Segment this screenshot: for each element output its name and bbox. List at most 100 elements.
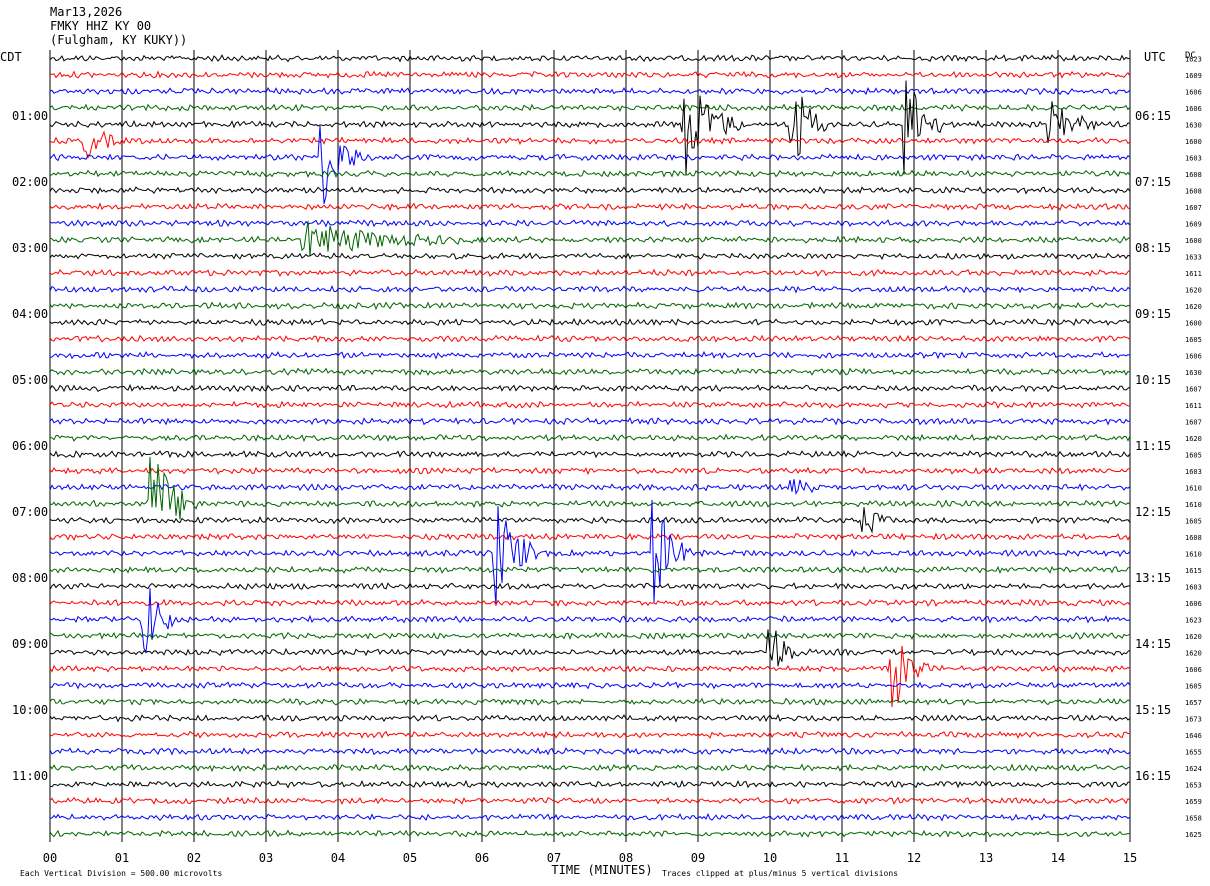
x-tick-label: 06 bbox=[475, 851, 489, 865]
dc-offset-label: 1603 bbox=[1185, 583, 1202, 591]
utc-axis-label: UTC bbox=[1144, 50, 1166, 64]
trace-row bbox=[49, 532, 1131, 542]
dc-offset-label: 1633 bbox=[1185, 253, 1202, 261]
dc-offset-label: 1606 bbox=[1185, 352, 1202, 360]
x-tick-label: 15 bbox=[1123, 851, 1137, 865]
dc-offset-label: 1620 bbox=[1185, 286, 1202, 294]
station-label: FMKY HHZ KY 00 bbox=[50, 19, 152, 33]
cdt-axis-label: CDT bbox=[0, 50, 22, 64]
cdt-hour-label: 11:00 bbox=[12, 769, 48, 783]
cdt-hour-label: 05:00 bbox=[12, 373, 48, 387]
dc-offset-label: 1658 bbox=[1185, 814, 1202, 822]
cdt-hour-label: 02:00 bbox=[12, 175, 48, 189]
trace-row bbox=[49, 645, 1131, 708]
x-tick-label: 07 bbox=[547, 851, 561, 865]
clipping-note: Traces clipped at plus/minus 5 vertical … bbox=[662, 869, 898, 878]
trace-row bbox=[49, 416, 1131, 426]
dc-offset-label: 1655 bbox=[1185, 748, 1202, 756]
dc-offset-label: 1607 bbox=[1185, 418, 1202, 426]
x-tick-label: 13 bbox=[979, 851, 993, 865]
dc-offset-label: 1620 bbox=[1185, 303, 1202, 311]
x-tick-label: 01 bbox=[115, 851, 129, 865]
dc-offset-label: 1603 bbox=[1185, 154, 1202, 162]
dc-offset-label: 1606 bbox=[1185, 600, 1202, 608]
utc-hour-label: 07:15 bbox=[1135, 175, 1171, 189]
dc-offset-label: 1610 bbox=[1185, 484, 1202, 492]
x-tick-label: 09 bbox=[691, 851, 705, 865]
trace-row bbox=[49, 220, 1131, 257]
trace-row bbox=[49, 456, 1131, 520]
x-tick-label: 04 bbox=[331, 851, 345, 865]
trace-row bbox=[49, 479, 1131, 496]
trace-row bbox=[49, 383, 1131, 393]
date-label: Mar13,2026 bbox=[50, 5, 123, 19]
x-tick-label: 14 bbox=[1051, 851, 1065, 865]
dc-offset-label: 1624 bbox=[1185, 765, 1202, 773]
utc-hour-label: 09:15 bbox=[1135, 307, 1171, 321]
trace-row bbox=[49, 252, 1131, 261]
cdt-hour-label: 07:00 bbox=[12, 505, 48, 519]
trace-row bbox=[49, 103, 1131, 113]
trace-row bbox=[49, 499, 1131, 606]
trace-row bbox=[49, 219, 1131, 228]
x-tick-label: 11 bbox=[835, 851, 849, 865]
cdt-hour-label: 04:00 bbox=[12, 307, 48, 321]
trace-row bbox=[49, 746, 1131, 756]
dc-offset-label: 1657 bbox=[1185, 699, 1202, 707]
trace-row bbox=[49, 730, 1130, 739]
trace-row bbox=[49, 763, 1131, 773]
dc-offset-label: 1600 bbox=[1185, 319, 1202, 327]
trace-row bbox=[49, 202, 1131, 212]
utc-hour-label: 08:15 bbox=[1135, 241, 1171, 255]
x-tick-label: 00 bbox=[43, 851, 57, 865]
trace-row bbox=[49, 70, 1131, 79]
trace-row bbox=[49, 507, 1131, 534]
dc-offset-label: 1603 bbox=[1185, 468, 1202, 476]
utc-hour-label: 14:15 bbox=[1135, 637, 1171, 651]
dc-offset-label: 1605 bbox=[1185, 451, 1202, 459]
cdt-hour-label: 06:00 bbox=[12, 439, 48, 453]
dc-offset-label: 1608 bbox=[1185, 534, 1202, 542]
utc-hour-label: 15:15 bbox=[1135, 703, 1171, 717]
trace-row bbox=[49, 582, 1131, 591]
cdt-hour-label: 03:00 bbox=[12, 241, 48, 255]
x-tick-label: 12 bbox=[907, 851, 921, 865]
utc-hour-label: 16:15 bbox=[1135, 769, 1171, 783]
location-label: (Fulgham, KY KUKY)) bbox=[50, 33, 188, 47]
trace-row bbox=[49, 350, 1131, 360]
dc-offset-label: 1610 bbox=[1185, 501, 1202, 509]
dc-offset-label: 1609 bbox=[1185, 72, 1202, 80]
x-tick-label: 05 bbox=[403, 851, 417, 865]
x-tick-label: 02 bbox=[187, 851, 201, 865]
dc-offset-label: 1653 bbox=[1185, 781, 1202, 789]
cdt-hour-label: 09:00 bbox=[12, 637, 48, 651]
dc-offset-label: 1630 bbox=[1185, 121, 1202, 129]
trace-row bbox=[49, 130, 1131, 159]
trace-row bbox=[49, 598, 1131, 607]
utc-hour-label: 12:15 bbox=[1135, 505, 1171, 519]
dc-offset-label: 1608 bbox=[1185, 171, 1202, 179]
dc-offset-label: 1620 bbox=[1185, 633, 1202, 641]
cdt-hour-label: 01:00 bbox=[12, 109, 48, 123]
trace-row bbox=[49, 317, 1131, 327]
trace-row bbox=[49, 779, 1131, 789]
trace-row bbox=[49, 301, 1131, 311]
dc-offset-label: 1605 bbox=[1185, 517, 1202, 525]
trace-row bbox=[49, 829, 1131, 838]
dc-offset-label: 1609 bbox=[1185, 220, 1202, 228]
trace-row bbox=[49, 565, 1131, 575]
cdt-hour-label: 10:00 bbox=[12, 703, 48, 717]
x-axis-title: TIME (MINUTES) bbox=[551, 863, 652, 877]
trace-row bbox=[49, 433, 1131, 443]
trace-row bbox=[49, 80, 1131, 175]
dc-offset-label: 1606 bbox=[1185, 666, 1202, 674]
utc-hour-label: 10:15 bbox=[1135, 373, 1171, 387]
trace-row bbox=[49, 588, 1131, 654]
trace-row bbox=[49, 812, 1131, 822]
trace-row bbox=[49, 367, 1131, 376]
trace-row bbox=[49, 697, 1131, 706]
dc-offset-label: 1620 bbox=[1185, 649, 1202, 657]
trace-row bbox=[49, 268, 1131, 277]
trace-row bbox=[49, 87, 1131, 96]
trace-row bbox=[49, 629, 1131, 667]
